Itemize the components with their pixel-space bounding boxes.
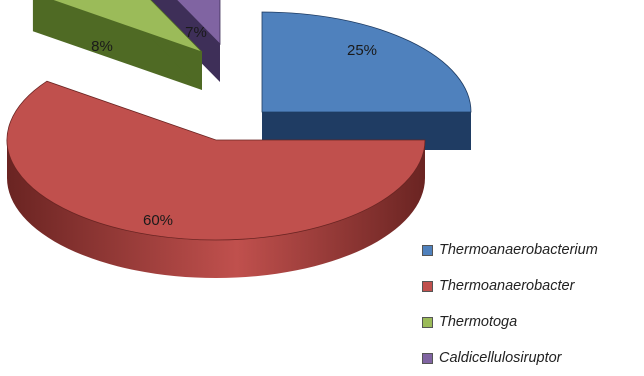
slice-top-thermoanaerobacterium <box>261 11 472 113</box>
slice-top-thermotoga <box>51 0 203 53</box>
legend-label: Thermoanaerobacterium <box>439 242 598 258</box>
legend-item: Thermoanaerobacterium <box>422 232 644 268</box>
data-label-caldicellulosiruptor: 7% <box>185 24 207 41</box>
legend-item: Thermoanaerobacter <box>422 268 644 304</box>
pie-slice-thermotoga <box>32 0 203 90</box>
slice-wall-caldicellulosiruptor-0 <box>139 0 220 82</box>
legend: Thermoanaerobacterium Thermoanaerobacter… <box>422 232 644 376</box>
data-label-thermoanaerobacterium: 25% <box>347 42 377 59</box>
slice-side-thermoanaerobacter <box>7 140 425 278</box>
pie-slices <box>6 0 472 278</box>
legend-swatch <box>422 352 433 364</box>
data-label-thermotoga: 8% <box>91 38 113 55</box>
slice-wall-thermotoga-0 <box>32 0 202 90</box>
pie-slice-thermoanaerobacter <box>6 80 426 278</box>
slice-top-thermoanaerobacter <box>6 80 426 241</box>
pie-slice-thermoanaerobacterium <box>261 11 472 150</box>
pie-chart: 25% 60% 8% 7% <box>6 0 472 278</box>
legend-swatch <box>422 316 433 328</box>
legend-swatch <box>422 280 433 292</box>
legend-label: Caldicellulosiruptor <box>439 350 562 366</box>
data-label-thermoanaerobacter: 60% <box>143 212 173 229</box>
data-labels: 25% 60% 8% 7% <box>91 24 377 229</box>
legend-item: Thermotoga <box>422 304 644 340</box>
pie-slice-caldicellulosiruptor <box>139 0 221 82</box>
slice-top-caldicellulosiruptor <box>176 0 221 45</box>
legend-item: Caldicellulosiruptor <box>422 340 644 376</box>
legend-label: Thermoanaerobacter <box>439 278 575 294</box>
legend-label: Thermotoga <box>439 314 518 330</box>
legend-swatch <box>422 244 433 256</box>
